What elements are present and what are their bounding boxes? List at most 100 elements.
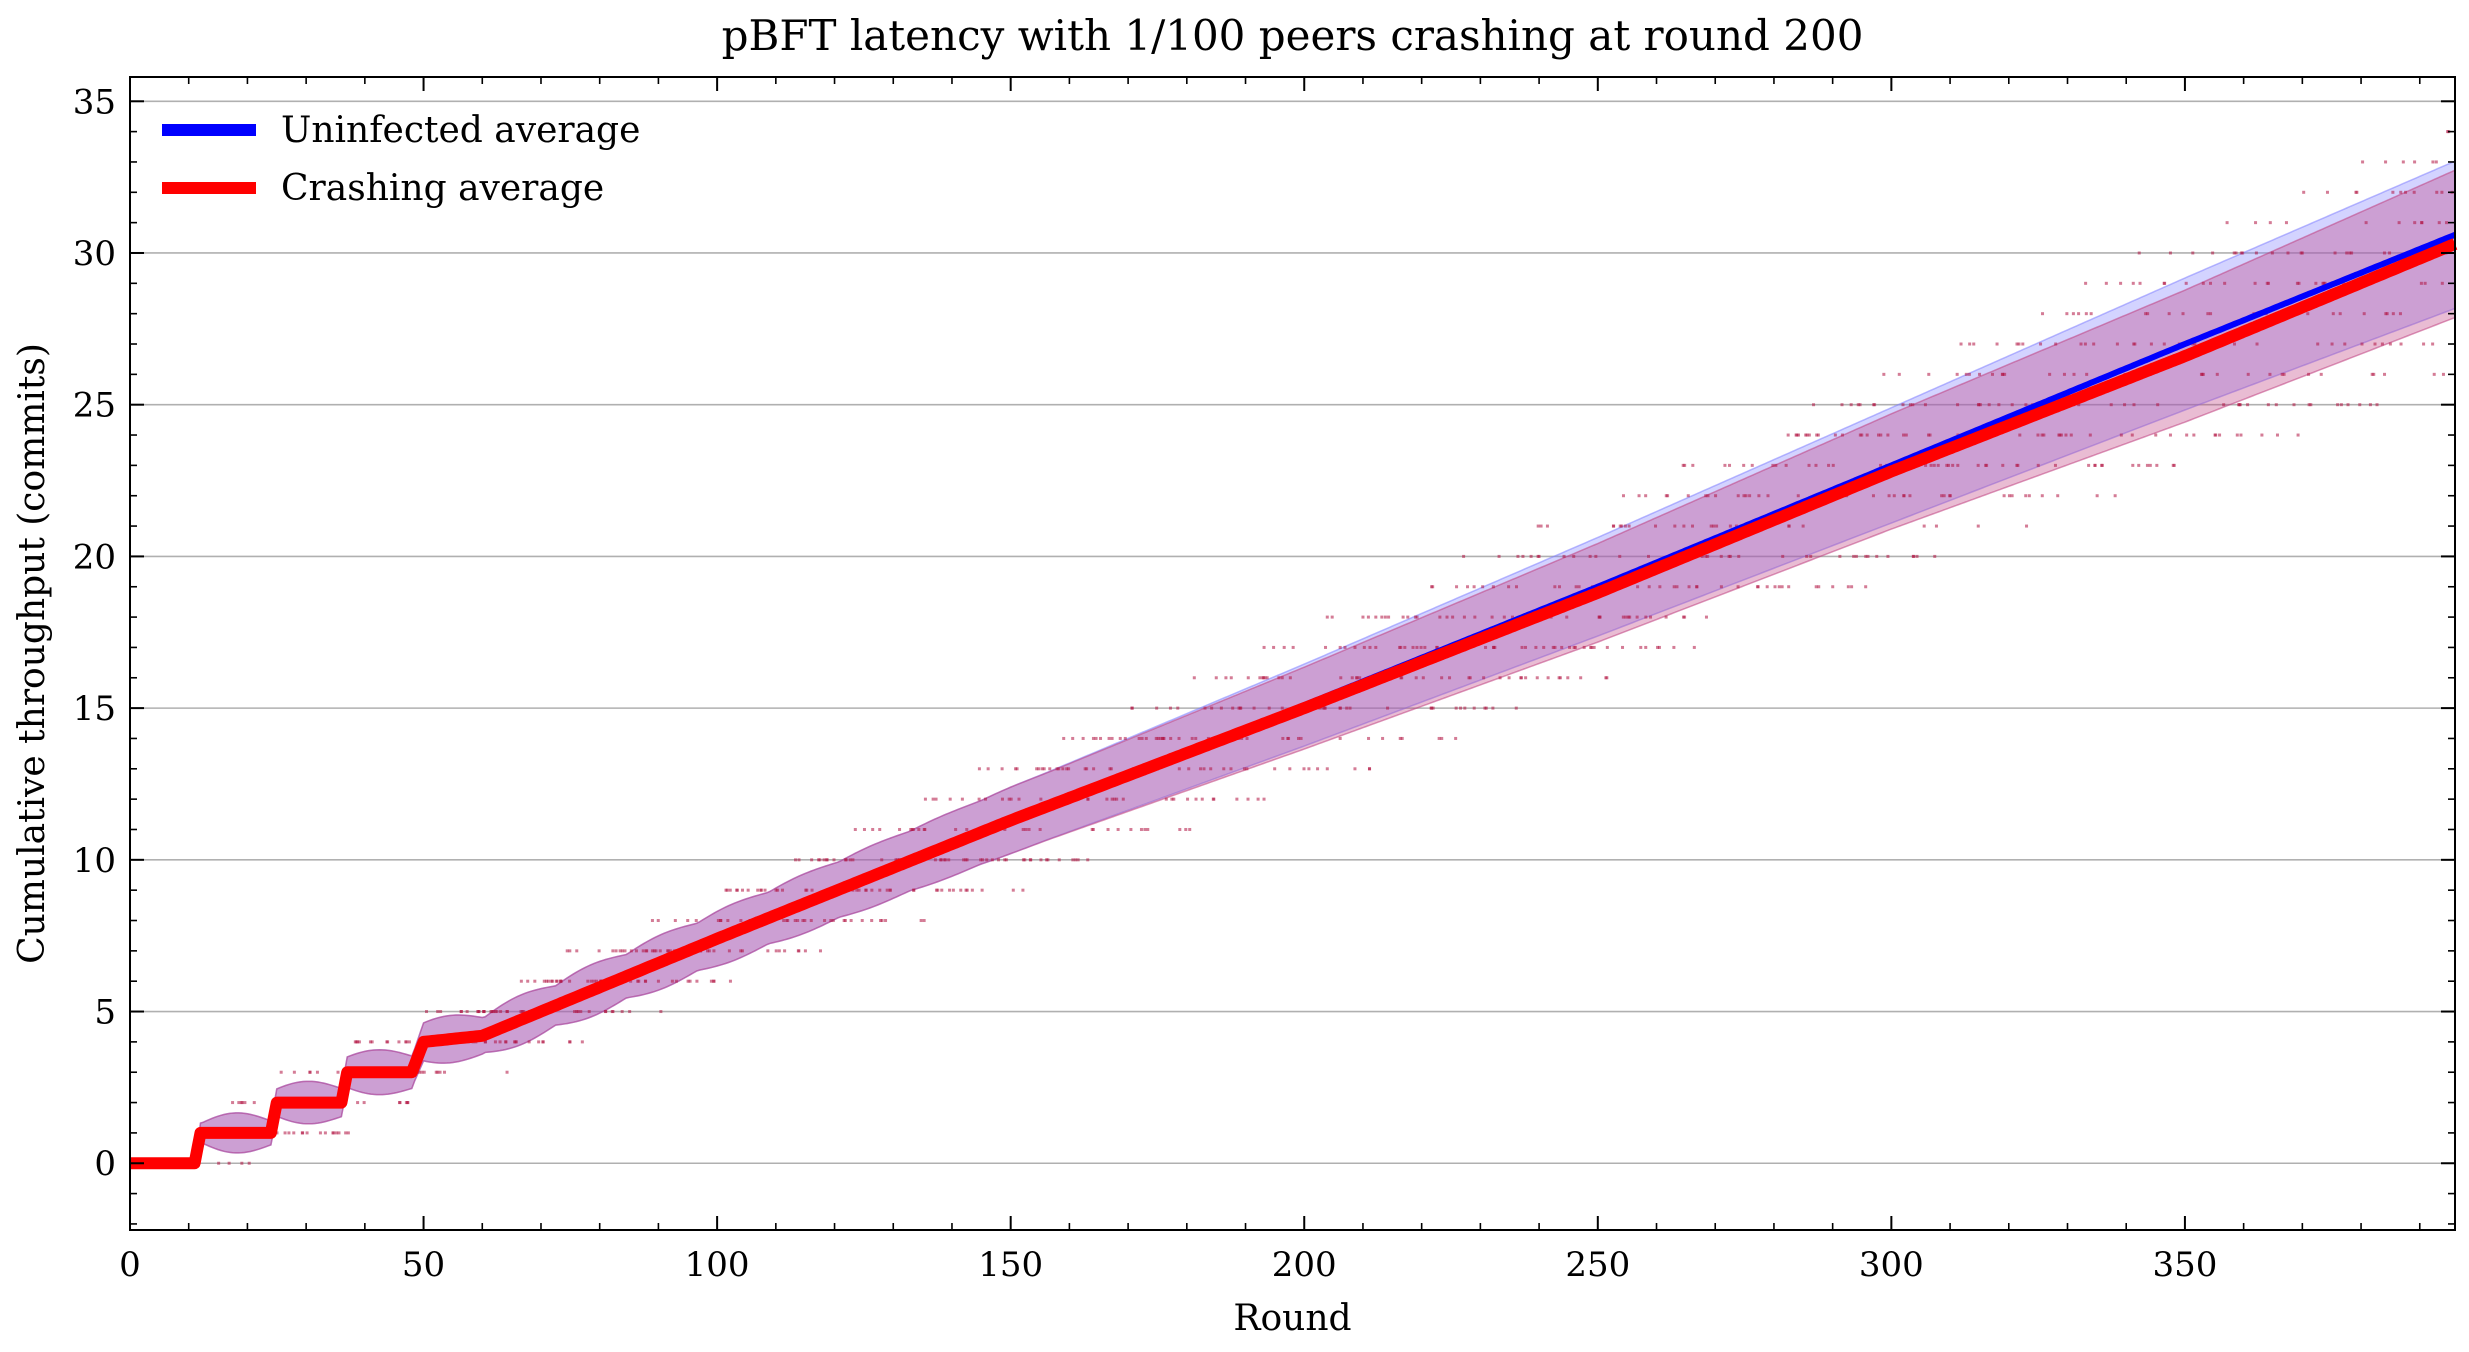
peer-point bbox=[1362, 645, 1366, 649]
peer-point bbox=[1368, 767, 1372, 771]
peer-point bbox=[1472, 706, 1476, 710]
peer-point bbox=[1039, 858, 1043, 862]
peer-point bbox=[2137, 251, 2141, 255]
peer-point bbox=[2246, 372, 2250, 376]
peer-point bbox=[2087, 463, 2091, 467]
peer-point bbox=[990, 858, 994, 862]
peer-point bbox=[984, 797, 988, 801]
peer-point bbox=[1435, 645, 1439, 649]
peer-point bbox=[1566, 676, 1570, 680]
peer-point bbox=[292, 1131, 296, 1135]
peer-point bbox=[1901, 403, 1905, 407]
peer-point bbox=[2384, 160, 2388, 164]
peer-point bbox=[1524, 676, 1528, 680]
peer-point bbox=[650, 919, 654, 923]
peer-point bbox=[2057, 433, 2061, 437]
peer-point bbox=[1267, 706, 1271, 710]
peer-point bbox=[417, 1070, 421, 1074]
peer-point bbox=[829, 919, 833, 923]
peer-point bbox=[1618, 554, 1622, 558]
peer-point bbox=[1978, 372, 1982, 376]
peer-point bbox=[1557, 676, 1561, 680]
peer-point bbox=[2199, 372, 2203, 376]
peer-point bbox=[336, 1070, 340, 1074]
peer-point bbox=[1623, 524, 1627, 528]
peer-point bbox=[1353, 767, 1357, 771]
peer-point bbox=[1037, 767, 1041, 771]
peer-point bbox=[1915, 554, 1919, 558]
peer-point bbox=[1807, 433, 1811, 437]
peer-point bbox=[2109, 403, 2113, 407]
peer-point bbox=[1057, 767, 1061, 771]
peer-point bbox=[2072, 372, 2076, 376]
peer-point bbox=[1805, 554, 1809, 558]
peer-point bbox=[728, 979, 732, 983]
peer-point bbox=[1777, 585, 1781, 589]
peer-point bbox=[1099, 736, 1103, 740]
peer-point bbox=[292, 1070, 296, 1074]
peer-point bbox=[1715, 524, 1719, 528]
peer-point bbox=[2423, 281, 2427, 285]
peer-point bbox=[237, 1101, 241, 1105]
peer-point bbox=[2137, 463, 2141, 467]
peer-point bbox=[2021, 342, 2025, 346]
peer-point bbox=[1178, 827, 1182, 831]
peer-point bbox=[862, 827, 866, 831]
band-0 bbox=[129, 159, 2456, 1166]
peer-point bbox=[1186, 797, 1190, 801]
peer-point bbox=[1065, 767, 1069, 771]
peer-point bbox=[1675, 585, 1679, 589]
peer-point bbox=[1355, 676, 1359, 680]
peer-point bbox=[1339, 676, 1343, 680]
peer-point bbox=[1604, 676, 1608, 680]
peer-point bbox=[980, 888, 984, 892]
peer-point bbox=[323, 1131, 327, 1135]
peer-point bbox=[880, 919, 884, 923]
peer-point bbox=[2095, 494, 2099, 498]
peer-point bbox=[2041, 312, 2045, 316]
peer-point bbox=[2201, 372, 2205, 376]
peer-point bbox=[726, 919, 730, 923]
legend-label-0: Uninfected average bbox=[281, 110, 640, 151]
peer-point bbox=[785, 919, 789, 923]
peer-point bbox=[315, 1070, 319, 1074]
peer-point bbox=[2132, 342, 2136, 346]
peer-point bbox=[2350, 251, 2354, 255]
peer-point bbox=[1493, 645, 1497, 649]
peer-point bbox=[2156, 403, 2160, 407]
peer-point bbox=[1011, 888, 1015, 892]
peer-point bbox=[1723, 463, 1727, 467]
peer-point bbox=[2131, 281, 2135, 285]
peer-point bbox=[1219, 706, 1223, 710]
peer-point bbox=[977, 797, 981, 801]
peer-point bbox=[2040, 433, 2044, 437]
peer-point bbox=[2119, 281, 2123, 285]
peer-point bbox=[1235, 797, 1239, 801]
peer-point bbox=[436, 1070, 440, 1074]
series-line-1 bbox=[126, 238, 2459, 1170]
peer-point bbox=[922, 919, 926, 923]
peer-point bbox=[1627, 524, 1631, 528]
peer-point bbox=[620, 1010, 624, 1014]
peer-point bbox=[1695, 585, 1699, 589]
peer-point bbox=[2232, 342, 2236, 346]
peer-point bbox=[425, 1010, 429, 1014]
peer-point bbox=[356, 1040, 360, 1044]
peer-point bbox=[1192, 676, 1196, 680]
peer-point bbox=[985, 858, 989, 862]
peer-point bbox=[977, 767, 981, 771]
peer-point bbox=[878, 827, 882, 831]
peer-point bbox=[559, 979, 563, 983]
peer-point bbox=[2348, 251, 2352, 255]
peer-point bbox=[1345, 706, 1349, 710]
peer-point bbox=[1299, 736, 1303, 740]
peer-point bbox=[1727, 554, 1731, 558]
peer-point bbox=[1353, 645, 1357, 649]
peer-point bbox=[848, 858, 852, 862]
peer-point bbox=[1483, 706, 1487, 710]
peer-point bbox=[885, 888, 889, 892]
peer-point bbox=[2382, 251, 2386, 255]
peer-point bbox=[493, 1040, 497, 1044]
peer-point bbox=[2149, 342, 2153, 346]
peer-point bbox=[1672, 585, 1676, 589]
